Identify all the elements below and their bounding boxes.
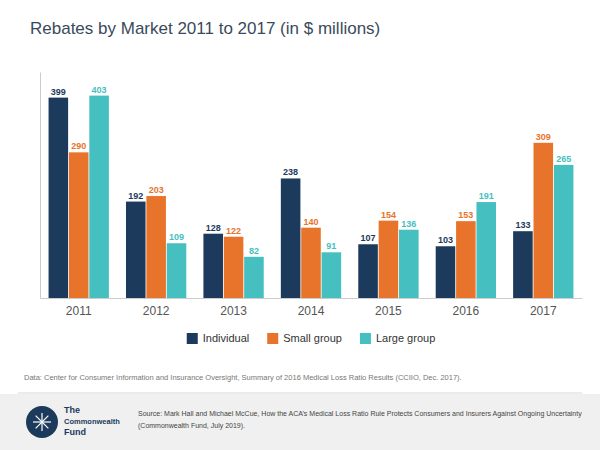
bar bbox=[301, 228, 321, 298]
legend-label: Small group bbox=[283, 332, 342, 344]
data-label: 191 bbox=[479, 191, 494, 201]
x-tick: 2016 bbox=[453, 304, 480, 318]
logo-text: The bbox=[64, 405, 80, 415]
bar bbox=[476, 202, 496, 298]
bar bbox=[281, 178, 301, 298]
legend-item: Individual bbox=[187, 332, 249, 344]
y-axis-line bbox=[40, 73, 41, 299]
logo-line bbox=[36, 416, 49, 429]
legend-swatch bbox=[267, 333, 278, 344]
bar bbox=[49, 98, 69, 298]
x-axis: 2011 2012 2013 2014 2015 2016 2017 bbox=[41, 299, 583, 318]
x-tick: 2013 bbox=[220, 304, 247, 318]
x-tick-label: 2012 bbox=[143, 304, 170, 318]
legend-swatch bbox=[187, 333, 198, 344]
data-label: 403 bbox=[92, 85, 107, 95]
title: Rebates by Market 2011 to 2017 (in $ mil… bbox=[30, 19, 380, 38]
data-label: 290 bbox=[71, 141, 86, 151]
data-labels: 399 192 128 238 107 103 133 290 203 122 140 154 153 3… bbox=[51, 85, 571, 256]
x-tick-label: 2013 bbox=[220, 304, 247, 318]
bar bbox=[167, 243, 187, 298]
bar bbox=[203, 234, 223, 298]
data-label: 153 bbox=[458, 210, 473, 220]
data-label: 103 bbox=[438, 235, 453, 245]
bar bbox=[322, 252, 342, 298]
data-label: 154 bbox=[381, 210, 396, 220]
footer-background bbox=[0, 394, 600, 450]
x-tick: 2012 bbox=[143, 304, 170, 318]
bar bbox=[244, 257, 264, 298]
bar bbox=[126, 202, 146, 298]
footer-source: Source: Mark Hall and Michael McCue, How… bbox=[138, 410, 582, 418]
logo-text: Fund bbox=[64, 427, 86, 437]
legend-swatch bbox=[360, 333, 371, 344]
x-tick: 2015 bbox=[375, 304, 402, 318]
bar bbox=[534, 143, 554, 298]
legend-label: Individual bbox=[203, 332, 249, 344]
bar-series bbox=[89, 96, 573, 298]
bar bbox=[379, 221, 399, 298]
bar bbox=[436, 246, 456, 298]
x-tick-label: 2016 bbox=[453, 304, 480, 318]
bar bbox=[69, 152, 89, 298]
data-label: 136 bbox=[401, 219, 416, 229]
logo-text: Commonwealth bbox=[64, 417, 120, 426]
data-label: 203 bbox=[149, 185, 164, 195]
data-label: 192 bbox=[128, 191, 143, 201]
x-tick: 2011 bbox=[66, 304, 92, 318]
data-label: 109 bbox=[169, 232, 184, 242]
data-label: 140 bbox=[303, 217, 318, 227]
x-tick-label: 2017 bbox=[530, 304, 557, 318]
data-label: 399 bbox=[51, 87, 66, 97]
data-label: 265 bbox=[556, 154, 571, 164]
chart: Rebates by Market 2011 to 2017 (in $ mil… bbox=[0, 0, 600, 450]
data-label: 128 bbox=[206, 223, 221, 233]
data-label: 238 bbox=[283, 167, 298, 177]
bar bbox=[513, 231, 533, 298]
bar bbox=[456, 221, 476, 298]
legend-item: Large group bbox=[360, 332, 435, 344]
bar bbox=[554, 165, 574, 298]
bar bbox=[399, 230, 419, 298]
x-tick-label: 2014 bbox=[298, 304, 325, 318]
data-label: 309 bbox=[536, 132, 551, 142]
data-label: 107 bbox=[361, 233, 376, 243]
bar-series bbox=[49, 98, 533, 298]
bar bbox=[146, 196, 166, 298]
x-tick: 2014 bbox=[298, 304, 325, 318]
legend-label: Large group bbox=[376, 332, 435, 344]
data-label: 133 bbox=[515, 220, 530, 230]
bar bbox=[89, 96, 109, 298]
y-axis bbox=[40, 73, 41, 299]
data-label: 122 bbox=[226, 226, 241, 236]
data-label: 82 bbox=[249, 246, 259, 256]
footer-source: (Commonwealth Fund, July 2019). bbox=[138, 422, 245, 430]
x-axis-line bbox=[41, 298, 583, 299]
x-tick-label: 2015 bbox=[375, 304, 402, 318]
legend-item: Small group bbox=[267, 332, 342, 344]
logo-circle bbox=[26, 406, 58, 438]
bars bbox=[49, 96, 574, 298]
data-label: 91 bbox=[326, 241, 336, 251]
x-tick-label: 2011 bbox=[66, 304, 92, 318]
bar-series bbox=[69, 143, 553, 298]
bar bbox=[358, 244, 378, 298]
legend: Individual Small group Large group bbox=[187, 332, 436, 344]
x-tick: 2017 bbox=[530, 304, 557, 318]
bar bbox=[224, 237, 244, 298]
data-source: Data: Center for Consumer Information an… bbox=[24, 373, 462, 382]
divider bbox=[18, 393, 582, 394]
